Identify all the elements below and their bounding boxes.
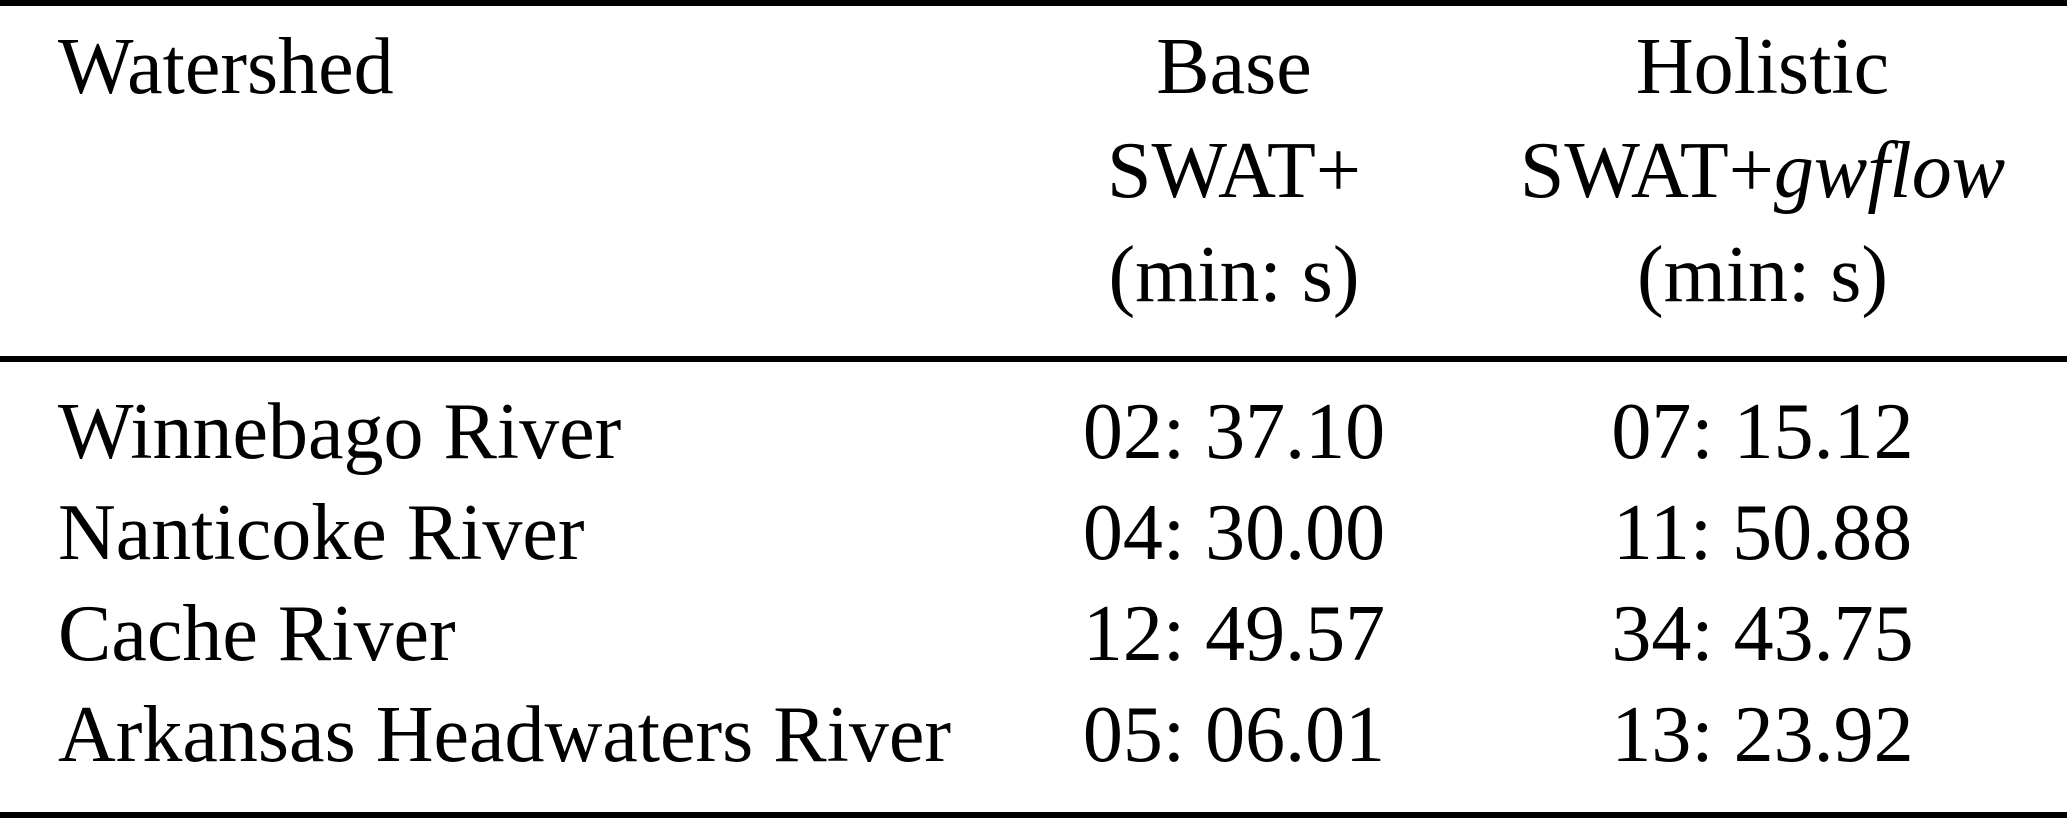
table-row-nanticoke: Nanticoke River 04: 30.00 11: 50.88	[0, 483, 2067, 584]
cell-base-time: 05: 06.01	[1082, 691, 1386, 779]
header-holistic-line2: SWAT+gwflow	[1458, 119, 2067, 223]
header-holistic-gwflow-italic: gwflow	[1773, 127, 2006, 215]
cell-base-time: 04: 30.00	[1082, 489, 1386, 577]
header-holistic-units: (min: s)	[1636, 231, 1889, 319]
header-holistic-swat-plain: SWAT+	[1519, 127, 1774, 215]
table-row-arkansas-headwaters: Arkansas Headwaters River 05: 06.01 13: …	[0, 685, 2067, 786]
cell-base-time: 02: 37.10	[1082, 388, 1386, 476]
cell-holistic-time: 13: 23.92	[1611, 691, 1914, 779]
header-base-units: (min: s)	[1108, 231, 1360, 319]
table-row-winnebago: Winnebago River 02: 37.10 07: 15.12	[0, 382, 2067, 483]
cell-watershed: Nanticoke River	[58, 489, 585, 577]
cell-holistic-time: 07: 15.12	[1611, 388, 1914, 476]
table-row-cache: Cache River 12: 49.57 34: 43.75	[0, 584, 2067, 685]
table-top-rule	[0, 0, 2067, 6]
cell-watershed: Cache River	[58, 590, 456, 678]
cell-watershed: Arkansas Headwaters River	[58, 691, 952, 779]
table-header-row: Watershed Base SWAT+ (min: s) Holistic S…	[0, 15, 2067, 327]
cell-holistic-time: 11: 50.88	[1612, 489, 1913, 577]
header-base-line1: Base	[1156, 23, 1312, 111]
table-body: Winnebago River 02: 37.10 07: 15.12 Nant…	[0, 382, 2067, 786]
column-header-holistic-swat-gwflow: Holistic SWAT+gwflow (min: s)	[1458, 15, 2067, 327]
header-watershed-label: Watershed	[58, 23, 394, 111]
header-base-line2: SWAT+	[1106, 127, 1362, 215]
cell-base-time: 12: 49.57	[1082, 590, 1386, 678]
cell-watershed: Winnebago River	[58, 388, 622, 476]
column-header-watershed: Watershed	[0, 15, 1010, 327]
column-header-base-swat: Base SWAT+ (min: s)	[1010, 15, 1458, 327]
table-bottom-rule	[0, 812, 2067, 818]
cell-holistic-time: 34: 43.75	[1611, 590, 1914, 678]
header-holistic-line1: Holistic	[1635, 23, 1890, 111]
table-mid-rule	[0, 356, 2067, 362]
